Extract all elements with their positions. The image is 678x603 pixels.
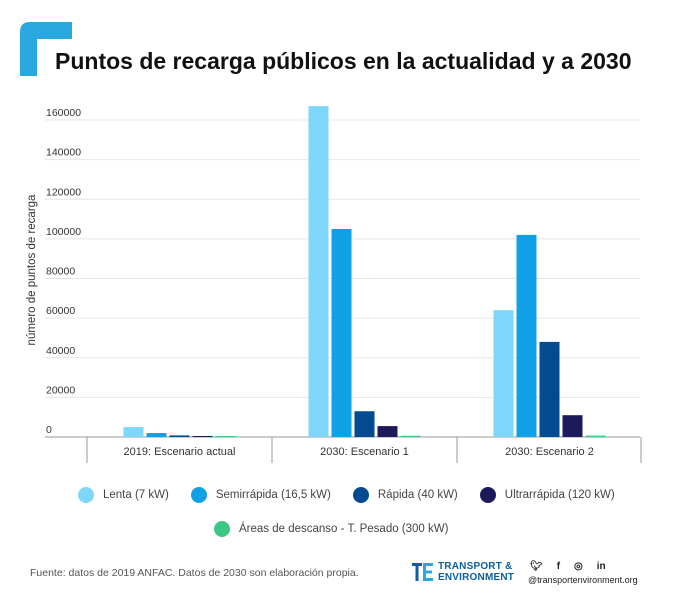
legend-swatch-semirrapida [190,487,207,503]
legend-item-lenta: Lenta (7 kW) [78,487,169,503]
brand-line-2: ENVIRONMENT [438,572,515,583]
brand-line-1: TRANSPORT & [438,561,513,572]
legend-item-rapida: Rápida (40 kW) [352,487,458,503]
bar [123,427,144,437]
bar [562,415,583,437]
legend-label-descanso: Áreas de descanso - T. Pesado (300 kW) [239,523,449,535]
legend-label-rapida: Rápida (40 kW) [377,489,458,501]
x-tick-label: 2030: Escenario 1 [320,446,409,458]
legend-label-ultrarrapida: Ultrarrápida (120 kW) [504,489,615,501]
legend-label-semirrapida: Semirrápida (16,5 kW) [215,489,331,501]
legend-swatch-lenta [78,487,94,503]
legend-row-2: Áreas de descanso - T. Pesado (300 kW) [214,521,470,537]
brand-corner-mark [20,22,72,76]
social-block: 🐦︎ f ◎ in @transportenvironment.org [528,561,638,585]
facebook-icon[interactable]: f [556,561,561,572]
bar [331,228,352,437]
bar [215,436,236,437]
te-logo-icon [412,563,433,581]
y-tick-label: 160000 [46,107,81,119]
y-axis-label: número de puntos de recarga [26,194,38,345]
te-logo: TRANSPORT & ENVIRONMENT [412,561,514,583]
twitter-icon[interactable]: 🐦︎ [530,561,543,572]
legend-item-ultrarrapida: Ultrarrápida (120 kW) [479,487,615,503]
legend-swatch-rapida [352,487,369,503]
bar [539,341,560,437]
y-tick-label: 0 [46,424,52,436]
instagram-icon[interactable]: ◎ [574,561,583,572]
bar [585,435,606,437]
bar [354,411,375,437]
y-tick-label: 20000 [46,384,75,396]
bar [516,234,537,437]
bar-chart: 0 20000 40000 60000 80000 100000 120000 140000 1… [26,106,642,463]
legend-item-descanso: Áreas de descanso - T. Pesado (300 kW) [214,521,448,537]
y-tick-label: 80000 [46,266,75,278]
bar [308,106,329,437]
bar [192,436,213,437]
bar [493,310,514,437]
bar [146,433,167,437]
bar [400,435,421,437]
y-tick-label: 140000 [46,147,81,159]
legend-swatch-descanso [214,521,230,537]
legend-row-1: Lenta (7 kW) Semirrápida (16,5 kW) Rápid… [78,487,637,503]
legend-label-lenta: Lenta (7 kW) [103,489,169,501]
y-tick-label: 120000 [46,186,81,198]
social-handle[interactable]: @transportenvironment.org [528,575,638,585]
bar [377,426,398,437]
y-tick-label: 60000 [46,305,75,317]
legend-swatch-ultrarrapida [479,487,496,503]
legend-item-semirrapida: Semirrápida (16,5 kW) [190,487,331,503]
bar [169,435,190,437]
x-tick-label: 2030: Escenario 2 [505,446,594,458]
chart-title: Puntos de recarga públicos en la actuali… [55,48,632,74]
source-note: Fuente: datos de 2019 ANFAC. Datos de 20… [30,567,359,579]
x-tick-label: 2019: Escenario actual [124,446,236,458]
y-tick-label: 100000 [46,226,81,238]
y-tick-label: 40000 [46,345,75,357]
linkedin-icon[interactable]: in [596,561,606,572]
